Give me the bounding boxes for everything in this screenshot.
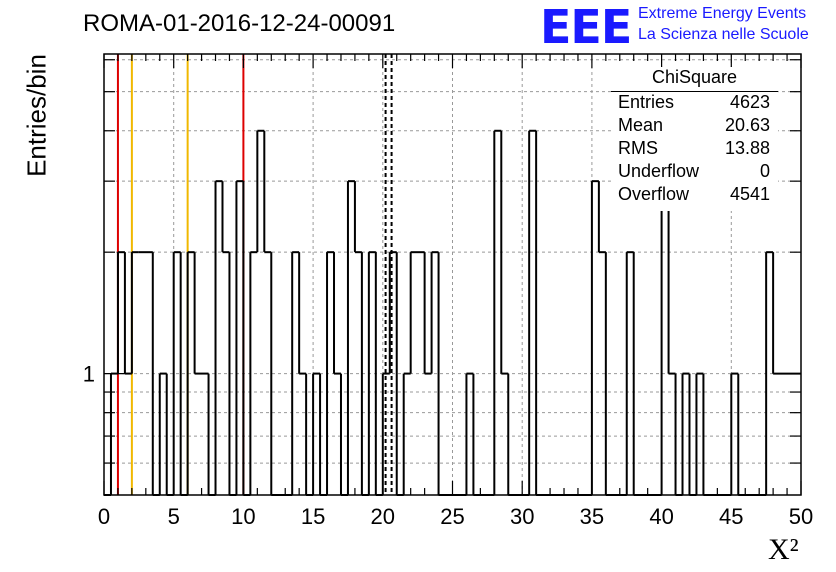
stats-value: 20.63: [724, 115, 770, 135]
stats-value: 4623: [729, 92, 770, 112]
stats-key: Underflow: [618, 161, 700, 181]
stats-row-overflow: Overflow 4541: [618, 184, 770, 207]
stats-row-entries: Entries 4623: [618, 92, 770, 115]
y-tick-label: 1: [83, 362, 95, 387]
x-axis-label: X²: [768, 533, 799, 566]
x-tick-label: 0: [98, 504, 110, 529]
logo-caption: Extreme Energy Events La Scienza nelle S…: [638, 3, 809, 45]
axis-ticks: [103, 54, 802, 495]
x-tick-label: 45: [719, 504, 743, 529]
stats-key: Overflow: [618, 184, 690, 204]
stats-key: Mean: [618, 115, 664, 135]
x-tick-label: 30: [510, 504, 534, 529]
stats-title: ChiSquare: [651, 67, 738, 87]
stats-key: RMS: [618, 138, 658, 158]
histogram-bars: [104, 129, 801, 496]
x-tick-label: 50: [789, 504, 813, 529]
logo-line1: Extreme Energy Events: [638, 5, 807, 22]
chart-title: ROMA-01-2016-12-24-00091: [83, 10, 396, 37]
y-tick-labels: 1: [83, 362, 95, 387]
x-tick-label: 35: [580, 504, 604, 529]
stats-row-rms: RMS 13.88: [618, 138, 770, 161]
x-tick-label: 5: [168, 504, 180, 529]
x-tick-label: 15: [301, 504, 325, 529]
x-tick-labels: 0 5 10 15 20 25 30 35 40 45 50: [98, 504, 813, 529]
logo-line2: La Scienza nelle Scuole: [638, 26, 809, 43]
stats-box: ChiSquare Entries 4623 Mean 20.63 RMS 13…: [611, 67, 778, 211]
y-axis-label: Entries/bin: [21, 54, 52, 177]
stats-row-underflow: Underflow 0: [618, 161, 770, 184]
x-tick-label: 25: [440, 504, 464, 529]
stats-value: 13.88: [724, 138, 770, 158]
stats-row-mean: Mean 20.63: [618, 115, 770, 138]
stats-divider: [611, 91, 778, 92]
stats-key: Entries: [618, 92, 675, 112]
stats-value: 4541: [729, 184, 770, 204]
x-tick-label: 40: [649, 504, 673, 529]
eee-logo: EEE: [540, 0, 632, 54]
x-tick-label: 20: [371, 504, 395, 529]
stats-value: 0: [759, 161, 770, 181]
x-tick-label: 10: [231, 504, 255, 529]
